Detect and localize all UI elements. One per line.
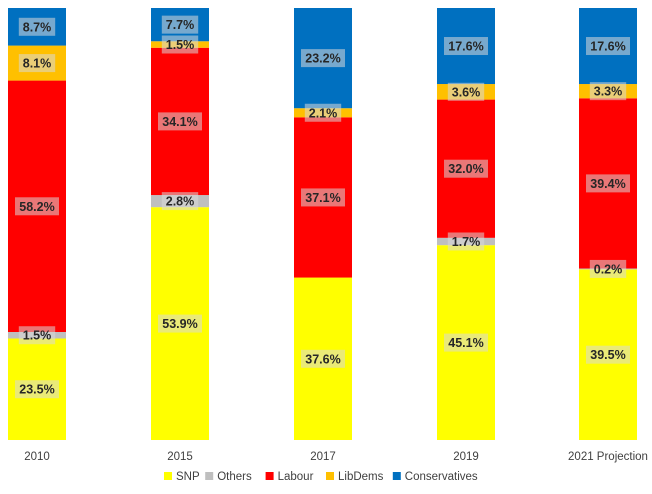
legend-item-snp: SNP (164, 471, 200, 483)
data-label-conservatives-2015: 7.7% (161, 15, 199, 34)
data-label-text: 37.6% (305, 352, 340, 366)
data-label-background (444, 159, 488, 178)
data-label-conservatives-2017: 23.2% (301, 49, 345, 68)
data-label-labour-2021-projection: 39.4% (586, 174, 630, 193)
data-label-text: 3.3% (594, 85, 623, 99)
data-label-text: 8.7% (23, 20, 52, 34)
data-label-background (589, 259, 627, 278)
data-label-labour-2017: 37.1% (301, 188, 345, 207)
legend-swatch (265, 472, 274, 480)
data-label-text: 45.1% (448, 336, 483, 350)
data-label-others-2019: 1.7% (447, 232, 485, 251)
legend-swatch (205, 472, 214, 480)
category-label-2015: 2015 (167, 451, 193, 463)
data-label-text: 53.9% (162, 317, 197, 331)
legend-item-labour: Labour (265, 471, 314, 483)
legend-label: Conservatives (405, 471, 478, 483)
data-label-text: 23.2% (305, 52, 340, 66)
data-label-background (161, 35, 199, 54)
data-label-background (18, 54, 56, 73)
data-label-background (301, 49, 345, 68)
data-label-background (586, 345, 630, 364)
data-labels-layer: 23.5% 1.5% 58.2% 8.1% 8.7% 53.9% 2.8% 34.1% 1.5%… (15, 15, 630, 399)
data-label-labour-2019: 32.0% (444, 159, 488, 178)
data-label-libdems-2021-projection: 3.3% (589, 82, 627, 101)
legend-swatch (164, 472, 172, 480)
data-label-text: 37.1% (305, 191, 340, 205)
data-label-conservatives-2010: 8.7% (18, 17, 56, 36)
data-label-snp-2010: 23.5% (15, 380, 59, 399)
data-label-background (304, 103, 342, 122)
data-label-background (444, 333, 488, 352)
data-label-libdems-2015: 1.5% (161, 35, 199, 54)
data-label-text: 7.7% (166, 18, 195, 32)
data-label-background (158, 314, 202, 333)
category-label-2010: 2010 (24, 451, 50, 463)
legend-item-conservatives: Conservatives (392, 471, 478, 483)
data-label-background (161, 15, 199, 34)
legend-label: LibDems (338, 471, 384, 483)
data-label-background (589, 82, 627, 101)
data-label-libdems-2019: 3.6% (447, 82, 485, 101)
data-label-labour-2010: 58.2% (15, 197, 59, 216)
data-label-text: 58.2% (19, 200, 54, 214)
data-label-background (301, 349, 345, 368)
data-label-labour-2015: 34.1% (158, 112, 202, 131)
data-label-background (586, 37, 630, 56)
data-label-background (444, 37, 488, 56)
bars-layer (8, 8, 637, 440)
data-label-snp-2021-projection: 39.5% (586, 345, 630, 364)
data-label-conservatives-2019: 17.6% (444, 37, 488, 56)
legend-swatch (392, 472, 401, 480)
data-label-background (18, 17, 56, 36)
data-label-snp-2017: 37.6% (301, 349, 345, 368)
data-label-text: 1.7% (452, 235, 481, 249)
data-label-background (447, 232, 485, 251)
legend-item-libdems: LibDems (326, 471, 384, 483)
data-label-text: 17.6% (448, 40, 483, 54)
data-label-text: 1.5% (166, 38, 195, 52)
data-label-libdems-2017: 2.1% (304, 103, 342, 122)
legend-label: Others (217, 471, 252, 483)
legend: SNP Others Labour LibDems Conservatives (164, 471, 478, 483)
data-label-background (15, 197, 59, 216)
data-label-libdems-2010: 8.1% (18, 54, 56, 73)
legend-swatch (326, 472, 334, 480)
legend-label: Labour (278, 471, 314, 483)
data-label-text: 3.6% (452, 85, 481, 99)
category-label-2019: 2019 (453, 451, 479, 463)
data-label-text: 17.6% (590, 40, 625, 54)
data-label-text: 34.1% (162, 115, 197, 129)
category-axis: 2010 2015 2017 2019 2021 Projection (24, 451, 648, 463)
data-label-background (158, 112, 202, 131)
data-label-background (18, 326, 56, 345)
data-label-background (161, 192, 199, 211)
data-label-others-2021-projection: 0.2% (589, 259, 627, 278)
data-label-text: 2.1% (309, 106, 338, 120)
data-label-text: 39.4% (590, 177, 625, 191)
data-label-others-2010: 1.5% (18, 326, 56, 345)
data-label-text: 0.2% (594, 262, 623, 276)
data-label-snp-2015: 53.9% (158, 314, 202, 333)
legend-item-others: Others (205, 471, 252, 483)
data-label-snp-2019: 45.1% (444, 333, 488, 352)
data-label-text: 1.5% (23, 329, 52, 343)
data-label-text: 32.0% (448, 162, 483, 176)
data-label-others-2015: 2.8% (161, 192, 199, 211)
data-label-background (301, 188, 345, 207)
data-label-text: 23.5% (19, 383, 54, 397)
data-label-conservatives-2021-projection: 17.6% (586, 37, 630, 56)
data-label-background (15, 380, 59, 399)
data-label-background (586, 174, 630, 193)
data-label-text: 39.5% (590, 348, 625, 362)
category-label-2017: 2017 (310, 451, 336, 463)
data-label-text: 8.1% (23, 57, 52, 71)
legend-label: SNP (176, 471, 200, 483)
data-label-background (447, 82, 485, 101)
data-label-text: 2.8% (166, 195, 195, 209)
category-label-2021-projection: 2021 Projection (568, 451, 648, 463)
